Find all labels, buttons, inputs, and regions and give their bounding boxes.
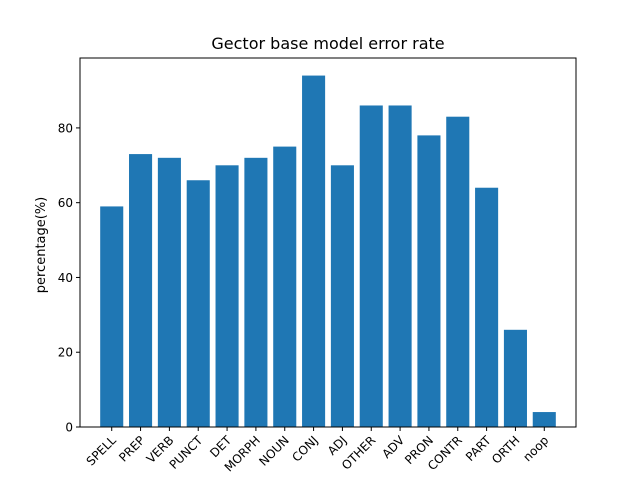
- y-tick-label: 20: [58, 346, 73, 360]
- bar-other: [359, 105, 383, 427]
- bars-layer: [100, 75, 556, 428]
- y-tick-label: 80: [58, 121, 73, 135]
- y-tick-label: 0: [65, 421, 73, 435]
- bar-punct: [186, 180, 210, 427]
- y-axis-label: percentage(%): [34, 197, 49, 294]
- bar-pron: [417, 135, 441, 427]
- y-tick-label: 40: [58, 271, 73, 285]
- bar-noop: [532, 412, 556, 427]
- bar-contr: [446, 116, 470, 427]
- bar-conj: [302, 75, 326, 427]
- bar-part: [475, 187, 499, 427]
- plot-frame: [79, 57, 577, 428]
- bar-noun: [273, 146, 297, 427]
- chart-title: Gector base model error rate: [211, 34, 444, 53]
- bar-spell: [100, 206, 124, 427]
- bar-adj: [330, 165, 354, 428]
- y-axis-ticks: 0 20 40 60 80: [58, 121, 80, 435]
- bar-adv: [388, 105, 412, 427]
- bar-verb: [157, 157, 181, 427]
- bar-det: [215, 165, 239, 428]
- bar-prep: [129, 154, 153, 427]
- y-tick-label: 60: [58, 196, 73, 210]
- bar-orth: [503, 329, 527, 427]
- bar-morph: [244, 157, 268, 427]
